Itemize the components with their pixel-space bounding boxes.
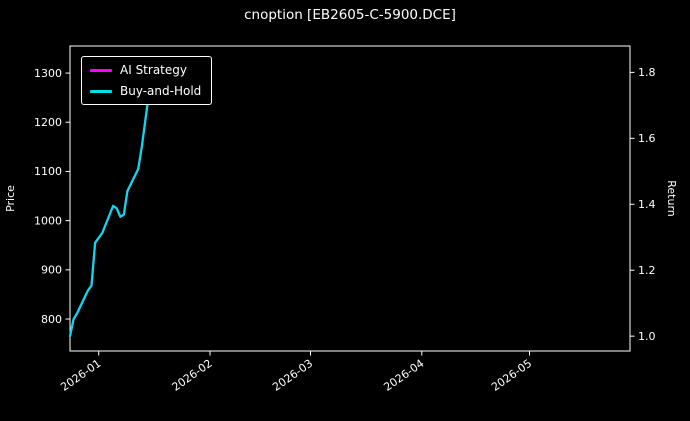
legend-label: Buy-and-Hold — [120, 84, 202, 98]
x-tick-label: 2026-05 — [489, 357, 534, 394]
y-tick-label-price: 1200 — [34, 116, 62, 129]
x-tick-label: 2026-04 — [381, 357, 426, 394]
x-tick-label: 2026-01 — [58, 357, 103, 394]
series-line-buy-and-hold — [68, 64, 165, 338]
legend-item-buy-and-hold: Buy-and-Hold — [90, 84, 201, 98]
y-tick-label-price: 1300 — [34, 67, 62, 80]
legend-label: AI Strategy — [120, 63, 187, 77]
chart-title: cnoption [EB2605-C-5900.DCE] — [244, 7, 456, 23]
series-line-ai-strategy — [68, 64, 165, 338]
legend-line-icon — [90, 89, 112, 93]
x-tick-label: 2026-03 — [270, 357, 315, 394]
legend-line-icon — [90, 68, 112, 72]
x-tick-label: 2026-02 — [170, 357, 215, 394]
y-tick-label-return: 1.0 — [638, 330, 656, 343]
y-tick-label-price: 800 — [41, 313, 62, 326]
y-tick-label-return: 1.2 — [638, 264, 656, 277]
y-tick-label-return: 1.6 — [638, 132, 656, 145]
y-tick-label-price: 1100 — [34, 165, 62, 178]
y-tick-label-price: 900 — [41, 264, 62, 277]
plot-frame — [69, 45, 631, 352]
y-tick-label-price: 1000 — [34, 214, 62, 227]
y-tick-label-return: 1.4 — [638, 198, 656, 211]
legend-item-ai-strategy: AI Strategy — [90, 63, 201, 77]
y-tick-label-return: 1.8 — [638, 66, 656, 79]
legend: AI Strategy Buy-and-Hold — [81, 56, 213, 105]
